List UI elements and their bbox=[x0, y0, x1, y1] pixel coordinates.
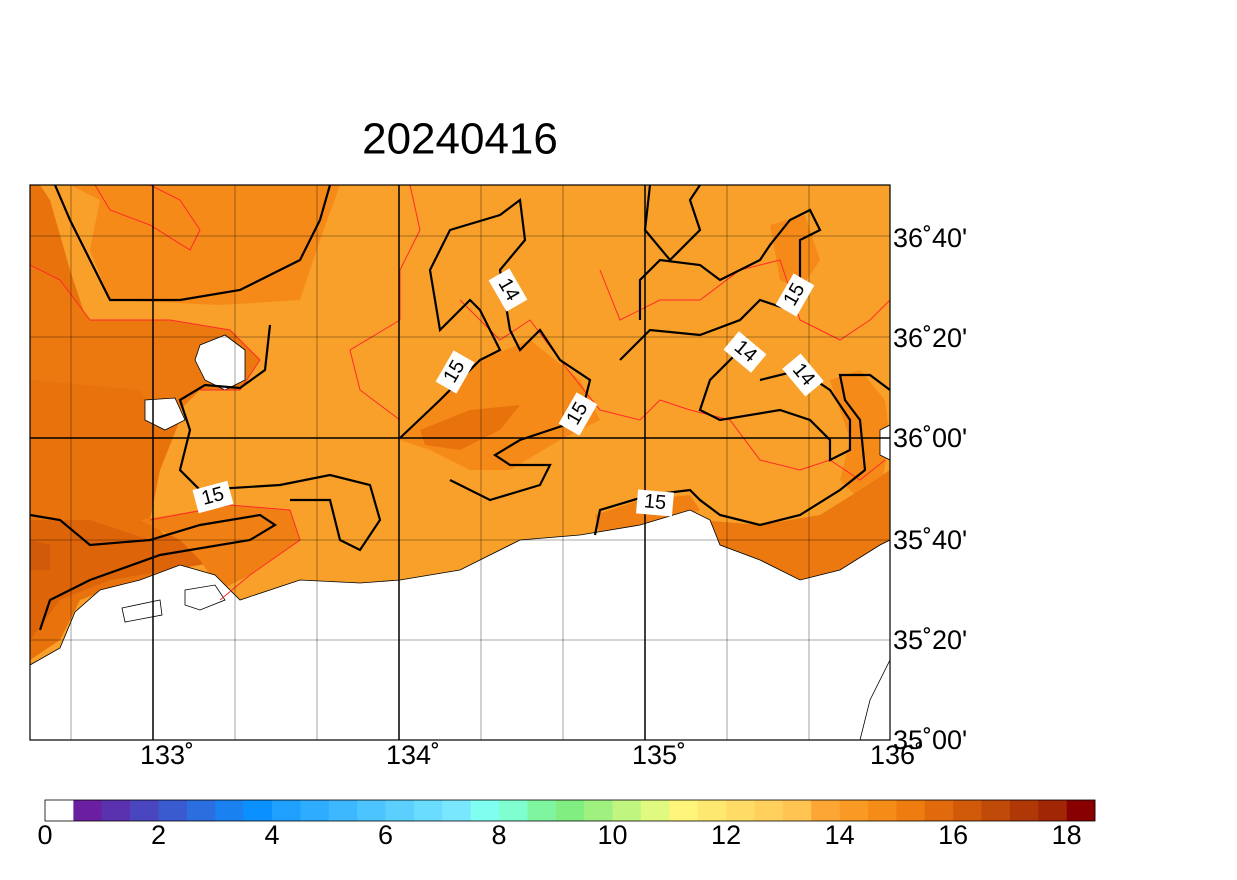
longitude-label: 135˚ bbox=[632, 740, 686, 770]
colorbar-bin bbox=[357, 800, 386, 821]
colorbar-bin bbox=[697, 800, 727, 821]
colorbar-bin bbox=[754, 800, 784, 821]
warm-region bbox=[70, 185, 340, 305]
colorbar-bin bbox=[328, 800, 358, 821]
colorbar-bin bbox=[1066, 800, 1096, 821]
colorbar-bin bbox=[215, 800, 244, 821]
island bbox=[184, 584, 226, 611]
colorbar-bin bbox=[442, 800, 471, 821]
colorbar-bin bbox=[130, 800, 159, 821]
colorbar-label: 10 bbox=[598, 820, 628, 850]
colorbar-bin bbox=[555, 800, 585, 821]
warm-region bbox=[30, 265, 260, 420]
latitude-label: 36˚20' bbox=[893, 323, 967, 353]
warm-region bbox=[595, 495, 700, 535]
map-title: 20240416 bbox=[362, 115, 558, 164]
colorbar-bin bbox=[385, 800, 415, 821]
colorbar-bin bbox=[640, 800, 670, 821]
land bbox=[879, 424, 890, 461]
colorbar-bin bbox=[45, 800, 74, 821]
colorbar-bin bbox=[924, 800, 954, 821]
latitude-label: 35˚00' bbox=[893, 725, 967, 755]
colorbar-label: 12 bbox=[711, 820, 741, 850]
colorbar-bin bbox=[101, 800, 131, 821]
colorbar-bin bbox=[612, 800, 642, 821]
colorbar-bin bbox=[272, 800, 301, 821]
colorbar-label: 14 bbox=[825, 820, 855, 850]
contour-label: 15 bbox=[643, 490, 667, 514]
colorbar-bin bbox=[73, 800, 103, 821]
map bbox=[30, 185, 890, 740]
longitude-label: 136˚ bbox=[870, 740, 924, 770]
colorbar-bin bbox=[413, 800, 443, 821]
colorbar-bin bbox=[186, 800, 216, 821]
island bbox=[144, 397, 186, 431]
colorbar-label: 0 bbox=[37, 820, 52, 850]
island bbox=[121, 599, 163, 623]
colorbar-bin bbox=[158, 800, 188, 821]
longitude-label: 134˚ bbox=[386, 740, 440, 770]
contour-labels: 14 15 15 15 15 14 14 15 bbox=[192, 268, 824, 517]
colorbar-bin bbox=[527, 800, 557, 821]
colorbar-bin bbox=[669, 800, 699, 821]
latitude-label: 35˚20' bbox=[893, 625, 967, 655]
colorbar-bin bbox=[243, 800, 273, 821]
colorbar-bin bbox=[499, 800, 528, 821]
colorbar-bin bbox=[1009, 800, 1039, 821]
colorbar-bin bbox=[953, 800, 982, 821]
colorbar: 0 2 4 6 8 10 12 14 16 18 bbox=[37, 799, 1096, 850]
latitude-label: 36˚40' bbox=[893, 223, 967, 253]
colorbar-bin bbox=[470, 800, 500, 821]
colorbar-bin bbox=[811, 800, 840, 821]
graticule bbox=[30, 185, 890, 740]
longitude-labels: 133˚ 134˚ 135˚ 136˚ bbox=[140, 740, 924, 770]
colorbar-bin bbox=[300, 800, 330, 821]
map-frame bbox=[29, 184, 891, 741]
colorbar-label: 16 bbox=[938, 820, 968, 850]
latitude-label: 36˚00' bbox=[893, 423, 967, 453]
colorbar-bin bbox=[867, 800, 897, 821]
colorbar-bin bbox=[584, 800, 613, 821]
colorbar-bin bbox=[981, 800, 1011, 821]
colorbar-bin bbox=[839, 800, 869, 821]
land bbox=[30, 509, 890, 740]
land bbox=[859, 659, 890, 740]
warm-region bbox=[770, 215, 820, 290]
warm-region bbox=[30, 540, 50, 570]
colorbar-bin bbox=[726, 800, 755, 821]
latitude-labels: 36˚40' 36˚20' 36˚00' 35˚40' 35˚20' 35˚00… bbox=[893, 223, 967, 755]
colorbar-label: 8 bbox=[492, 820, 507, 850]
longitude-label: 133˚ bbox=[140, 740, 194, 770]
colorbar-bin bbox=[782, 800, 812, 821]
colorbar-label: 6 bbox=[378, 820, 393, 850]
colorbar-label: 18 bbox=[1052, 820, 1082, 850]
island bbox=[194, 334, 246, 391]
colorbar-bin bbox=[896, 800, 926, 821]
colorbar-label: 2 bbox=[151, 820, 166, 850]
colorbar-label: 4 bbox=[265, 820, 280, 850]
warm-region bbox=[140, 505, 300, 590]
latitude-label: 35˚40' bbox=[893, 525, 967, 555]
colorbar-frame bbox=[44, 799, 1096, 822]
colorbar-bin bbox=[1038, 800, 1067, 821]
